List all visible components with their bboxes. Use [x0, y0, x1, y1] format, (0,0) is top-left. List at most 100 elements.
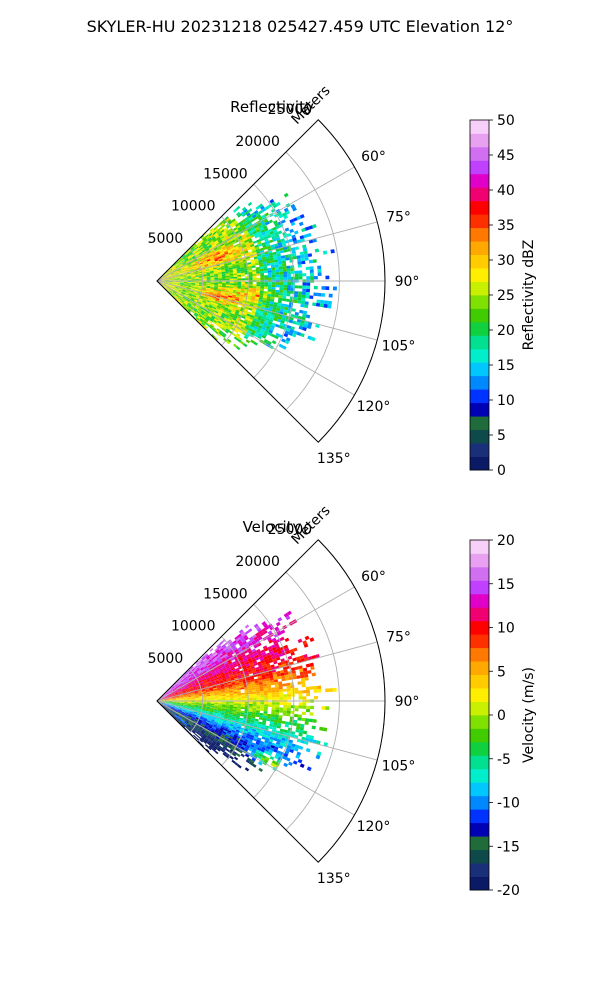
colorbar-segment — [470, 321, 489, 336]
colorbar-label: Velocity (m/s) — [521, 667, 537, 763]
angle-gridline — [156, 280, 355, 396]
colorbar-segment — [470, 540, 489, 554]
colorbar-segment — [470, 375, 489, 390]
angle-tick-label: 60° — [361, 149, 386, 165]
colorbar-tick-label: 10 — [497, 393, 515, 409]
angle-gridline — [156, 586, 355, 702]
colorbar-segment — [470, 674, 489, 689]
colorbar-segment — [470, 335, 489, 350]
colorbar-tick-label: 45 — [497, 148, 515, 164]
angle-tick-label: 120° — [357, 399, 391, 415]
colorbar-segment — [470, 200, 489, 215]
colorbar-segment — [470, 849, 489, 864]
range-tick-label: 15000 — [203, 586, 248, 602]
angle-tick-label: 90° — [395, 274, 420, 290]
colorbar-segment — [470, 402, 489, 417]
colorbar-segment — [470, 214, 489, 229]
colorbar-segment — [470, 348, 489, 363]
velocity-title: Velocity — [243, 518, 302, 536]
colorbar-segment — [470, 456, 489, 471]
colorbar-segment — [470, 822, 489, 837]
colorbar-tick-label: 5 — [497, 428, 506, 444]
range-tick-label: 10000 — [171, 199, 216, 215]
angle-tick-label: 75° — [386, 629, 411, 645]
colorbar-segment — [470, 133, 489, 148]
colorbar-segment — [470, 647, 489, 662]
colorbar-segment — [470, 268, 489, 282]
range-tick-label: 20000 — [235, 554, 280, 570]
colorbar-tick-label: 25 — [497, 288, 515, 304]
radar-field — [157, 610, 337, 773]
colorbar-segment — [470, 863, 489, 877]
range-tick-label: 5000 — [148, 651, 184, 667]
colorbar-label: Reflectivity dBZ — [521, 240, 537, 351]
colorbar-segment — [470, 580, 489, 595]
colorbar-segment — [470, 755, 489, 770]
colorbar-segment — [470, 553, 489, 568]
figure-title: SKYLER-HU 20231218 025427.459 UTC Elevat… — [87, 17, 514, 36]
sector-frame — [156, 539, 386, 863]
colorbar-segment — [470, 416, 489, 431]
angle-tick-label: 60° — [361, 569, 386, 585]
colorbar-segment — [470, 173, 489, 188]
angle-tick-label: 120° — [357, 819, 391, 835]
colorbar-tick-label: -5 — [497, 752, 511, 768]
colorbar-segment — [470, 227, 489, 242]
colorbar-tick-label: 5 — [497, 664, 506, 680]
colorbar-tick-label: -20 — [497, 883, 520, 899]
angle-gridline — [156, 221, 378, 282]
colorbar-tick-label: 20 — [497, 533, 515, 549]
colorbar-tick-label: 0 — [497, 708, 506, 724]
colorbar-tick-label: 20 — [497, 323, 515, 339]
colorbar-segment — [470, 566, 489, 581]
colorbar-segment — [470, 795, 489, 810]
colorbar-segment — [470, 701, 489, 716]
sector-frame — [156, 119, 386, 443]
colorbar-segment — [470, 241, 489, 256]
colorbar-tick-label: 15 — [497, 577, 515, 593]
colorbar-segment — [470, 688, 489, 702]
colorbar-segment — [470, 728, 489, 743]
colorbar-segment — [470, 715, 489, 729]
colorbar-segment — [470, 160, 489, 175]
colorbar-segment — [470, 634, 489, 649]
angle-tick-label: 90° — [395, 694, 420, 710]
angle-tick-label: 135° — [317, 451, 351, 467]
range-tick-label: 10000 — [171, 619, 216, 635]
colorbar-tick-label: -10 — [497, 796, 520, 812]
angle-gridline — [156, 280, 378, 341]
colorbar-segment — [470, 809, 489, 824]
colorbar-tick-label: 50 — [497, 113, 515, 129]
colorbar-segment — [470, 146, 489, 161]
colorbar-segment — [470, 389, 489, 404]
colorbar-tick-label: -15 — [497, 839, 520, 855]
colorbar-tick-label: 35 — [497, 218, 515, 234]
range-tick-label: 15000 — [203, 166, 248, 182]
colorbar: -20 -15 -10 -5 0 5 10 15 20 Velocity (m/s) — [469, 533, 537, 899]
colorbar-segment — [470, 295, 489, 309]
colorbar-tick-label: 40 — [497, 183, 515, 199]
reflectivity-title: Reflectivity — [230, 98, 314, 116]
angle-tick-label: 105° — [382, 339, 416, 355]
colorbar-segment — [470, 308, 489, 323]
radar-field — [157, 192, 337, 351]
angle-gridline — [156, 700, 378, 761]
colorbar-segment — [470, 593, 489, 608]
colorbar-segment — [470, 187, 489, 202]
reflectivity-panel: Reflectivity 500010000150002000025000Met… — [148, 83, 537, 479]
colorbar-segment — [470, 876, 489, 891]
colorbar-segment — [470, 607, 489, 622]
colorbar-segment — [470, 661, 489, 676]
colorbar-segment — [470, 443, 489, 457]
colorbar-segment — [470, 620, 489, 635]
angle-gridline — [156, 166, 355, 282]
colorbar-tick-label: 30 — [497, 253, 515, 269]
angle-gridline — [156, 641, 378, 702]
angle-tick-label: 105° — [382, 759, 416, 775]
velocity-panel: Velocity 500010000150002000025000Meters6… — [148, 503, 537, 899]
angle-tick-label: 75° — [386, 209, 411, 225]
colorbar-tick-label: 0 — [497, 463, 506, 479]
angle-gridline — [156, 700, 355, 816]
angle-tick-label: 135° — [317, 871, 351, 887]
